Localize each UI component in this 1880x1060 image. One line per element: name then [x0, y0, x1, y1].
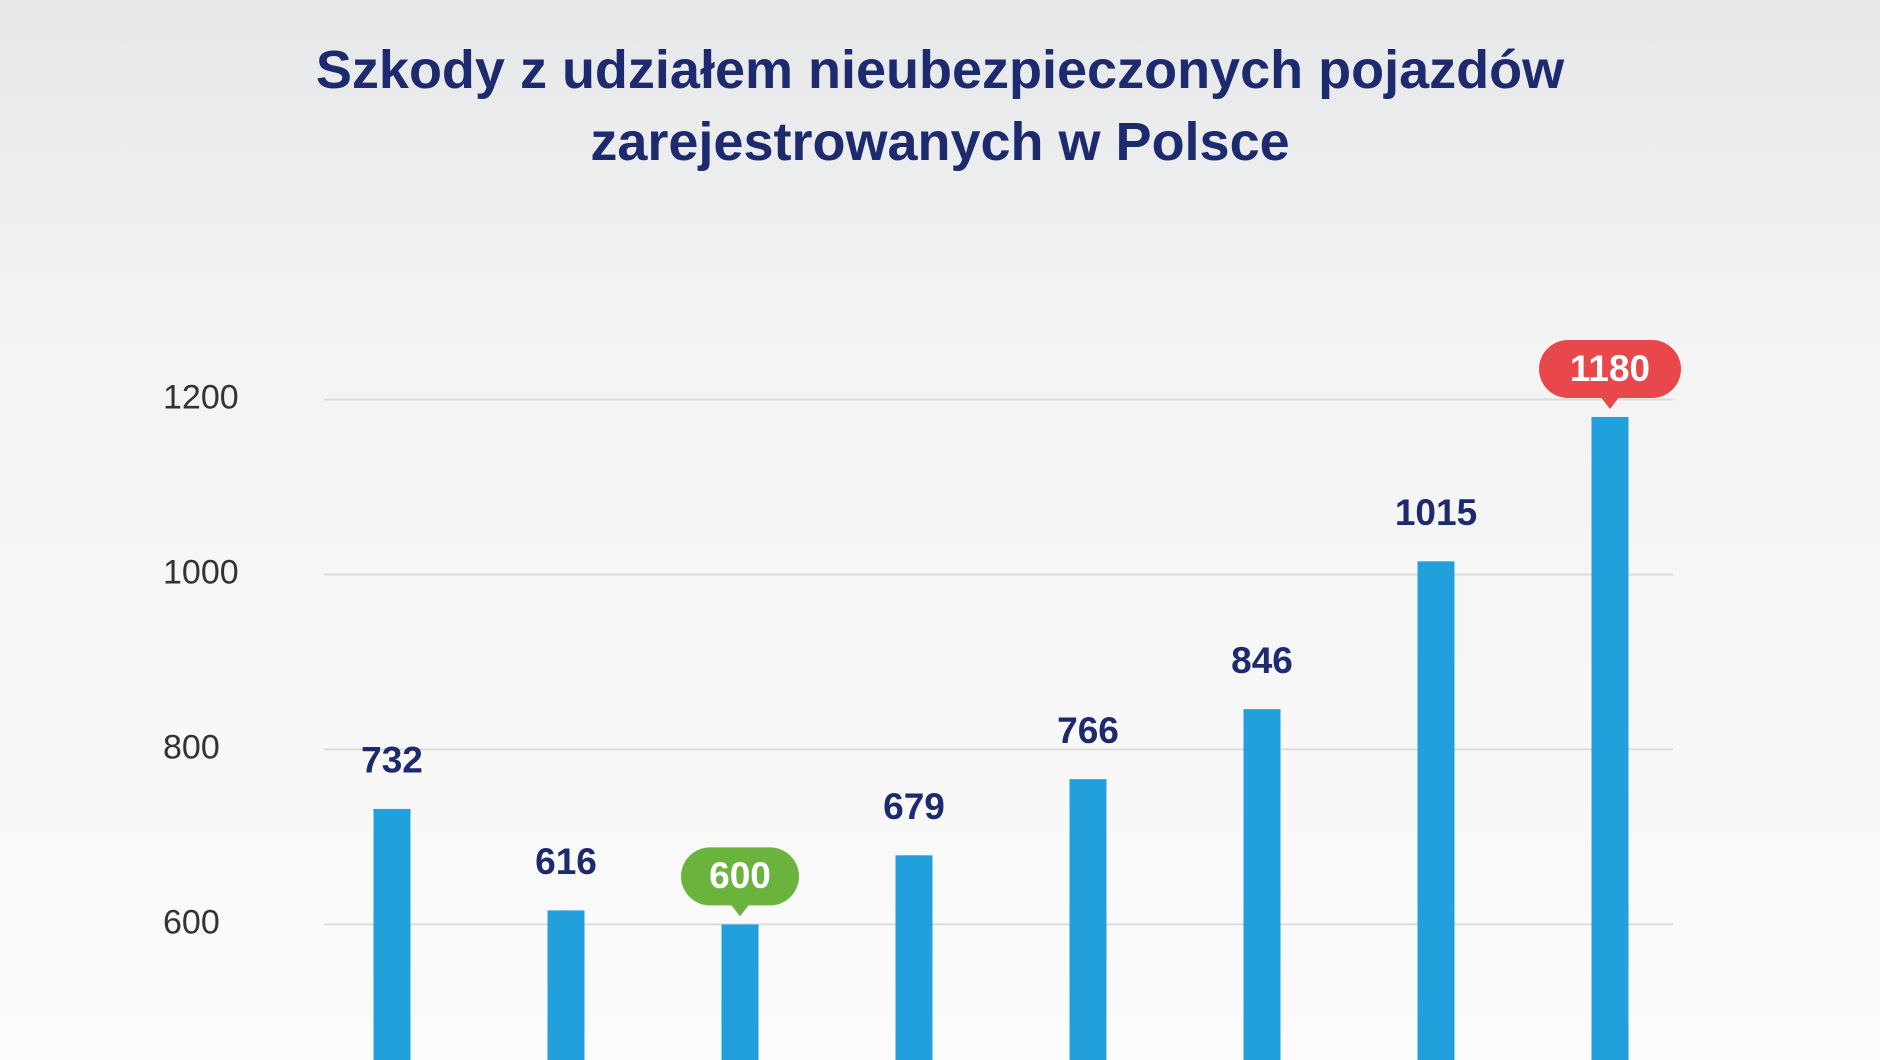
y-tick-label: 1200	[163, 378, 239, 416]
value-label: 766	[1057, 710, 1119, 751]
value-label: 600	[709, 855, 771, 896]
value-label: 1015	[1395, 492, 1477, 533]
bar	[547, 910, 585, 1060]
value-badge	[681, 847, 799, 906]
chart-title: Szkody z udziałem nieubezpieczonych poja…	[315, 40, 1565, 172]
bar	[1243, 709, 1281, 1060]
bar	[373, 808, 411, 1060]
value-label: 616	[535, 841, 597, 882]
bar	[721, 924, 759, 1060]
y-tick-label: 1000	[163, 553, 239, 591]
bar	[1591, 416, 1629, 1060]
y-tick-label: 600	[163, 903, 220, 941]
value-label: 732	[361, 740, 423, 781]
bar	[1069, 779, 1107, 1060]
value-badge	[1539, 339, 1681, 398]
value-label: 679	[883, 786, 945, 827]
y-tick-label: 800	[163, 728, 220, 766]
bar	[1417, 561, 1455, 1060]
value-badge-pointer	[730, 903, 750, 917]
title-box: Szkody z udziałem nieubezpieczonych poja…	[0, 34, 1880, 178]
value-badge-pointer	[1600, 395, 1620, 409]
bar	[895, 855, 933, 1060]
value-label: 846	[1231, 640, 1293, 681]
value-label: 1180	[1570, 348, 1650, 389]
